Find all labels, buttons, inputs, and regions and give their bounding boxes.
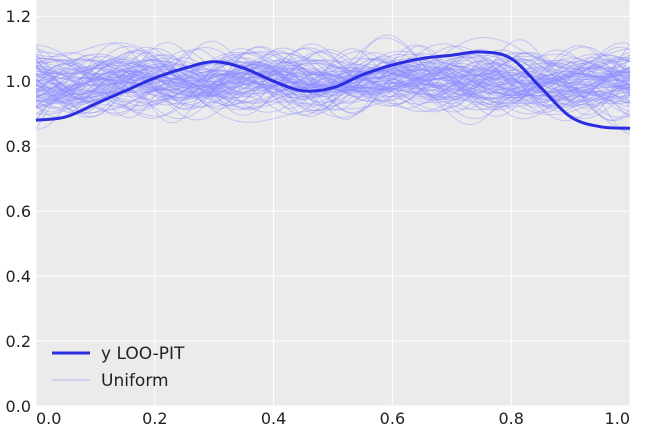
uniform-sample-line	[35, 48, 631, 120]
uniform-sample-line	[35, 55, 631, 112]
uniform-sample-line	[35, 54, 631, 121]
uniform-sample-line	[35, 37, 631, 123]
uniform-sample-line	[35, 58, 631, 103]
uniform-sample-line	[35, 60, 631, 118]
uniform-sample-line	[35, 62, 631, 105]
uniform-sample-line	[35, 73, 631, 108]
uniform-sample-line	[35, 48, 631, 119]
observed-curve-group	[35, 50, 631, 130]
plot-background	[36, 0, 630, 406]
uniform-sample-line	[35, 43, 631, 118]
uniform-sample-line	[35, 42, 631, 118]
uniform-sample-line	[35, 53, 631, 115]
uniform-sample-line	[35, 61, 631, 107]
uniform-sample-line	[35, 59, 631, 102]
x-tick-label: 0.4	[261, 409, 286, 428]
uniform-sample-line	[35, 55, 631, 113]
uniform-sample-line	[35, 62, 631, 104]
x-tick-label: 0.2	[142, 409, 167, 428]
x-tick-label: 0.8	[498, 409, 523, 428]
uniform-sample-line	[35, 45, 631, 104]
uniform-sample-line	[35, 67, 631, 100]
y-tick-label: 0.4	[6, 267, 31, 286]
uniform-sample-line	[35, 53, 631, 109]
uniform-sample-line	[35, 48, 631, 124]
uniform-sample-line	[35, 37, 631, 119]
uniform-sample-line	[35, 52, 631, 113]
uniform-sample-line	[35, 43, 631, 111]
uniform-sample-line	[35, 59, 631, 135]
uniform-sample-line	[35, 58, 631, 101]
legend-uniform-label: Uniform	[101, 371, 169, 391]
uniform-sample-line	[35, 61, 631, 115]
legend: y LOO-PIT Uniform	[52, 344, 185, 391]
uniform-sample-line	[35, 47, 631, 114]
uniform-sample-line	[35, 57, 631, 107]
x-tick-label: 0.0	[36, 409, 61, 428]
uniform-sample-line	[35, 52, 631, 107]
uniform-sample-line	[35, 74, 631, 104]
uniform-sample-line	[35, 57, 631, 96]
x-axis-ticks: 0.0 0.2 0.4 0.6 0.8 1.0	[36, 409, 630, 428]
uniform-sample-line	[35, 51, 631, 104]
uniform-sample-line	[35, 44, 631, 120]
uniform-sample-line	[35, 57, 631, 96]
uniform-sample-line	[35, 63, 631, 92]
uniform-sample-line	[35, 56, 631, 116]
uniform-sample-line	[35, 47, 631, 132]
uniform-sample-line	[35, 51, 631, 111]
uniform-sample-line	[35, 34, 631, 130]
uniform-sample-line	[35, 61, 631, 108]
uniform-sample-line	[35, 59, 631, 103]
uniform-sample-line	[35, 56, 631, 105]
y-tick-label: 0.8	[6, 137, 31, 156]
uniform-sample-line	[35, 64, 631, 109]
y-tick-label: 0.2	[6, 332, 31, 351]
uniform-sample-line	[35, 57, 631, 107]
y-tick-label: 0.0	[6, 397, 31, 416]
uniform-sample-line	[35, 60, 630, 106]
y-tick-label: 1.2	[6, 7, 31, 26]
observed-loo-pit-line	[35, 50, 631, 130]
uniform-sample-line	[35, 66, 631, 99]
uniform-sample-line	[35, 55, 631, 122]
x-tick-label: 1.0	[605, 409, 630, 428]
uniform-sample-line	[35, 39, 631, 116]
uniform-sample-line	[35, 42, 631, 101]
uniform-sample-line	[35, 59, 631, 105]
uniform-sample-line	[35, 67, 631, 91]
uniform-sample-line	[35, 56, 631, 111]
uniform-sample-line	[35, 48, 631, 112]
uniform-sample-line	[35, 50, 631, 116]
uniform-sample-line	[35, 48, 631, 112]
uniform-sample-line	[35, 57, 631, 97]
uniform-sample-line	[35, 58, 631, 108]
uniform-sample-line	[35, 65, 631, 103]
x-tick-label: 0.6	[380, 409, 405, 428]
uniform-sample-line	[35, 62, 631, 100]
uniform-sample-line	[35, 58, 631, 105]
uniform-sample-line	[35, 45, 631, 120]
uniform-sample-line	[35, 40, 631, 122]
grid-lines	[35, 0, 631, 407]
y-axis-ticks: 0.0 0.2 0.4 0.6 0.8 1.0 1.2	[6, 7, 31, 416]
uniform-sample-line	[35, 67, 631, 92]
uniform-sample-line	[35, 51, 631, 114]
y-tick-label: 0.6	[6, 202, 31, 221]
uniform-sample-line	[35, 68, 631, 103]
uniform-sample-line	[35, 67, 631, 94]
uniform-sample-line	[36, 70, 631, 102]
legend-observed-label: y LOO-PIT	[101, 344, 185, 364]
uniform-sample-line	[35, 59, 631, 107]
uniform-sample-line	[35, 46, 631, 109]
uniform-sample-line	[35, 59, 631, 111]
y-tick-label: 1.0	[6, 72, 31, 91]
uniform-sample-line	[35, 46, 631, 114]
uniform-sample-line	[36, 48, 631, 106]
uniform-sample-line	[35, 64, 631, 109]
uniform-sample-line	[35, 46, 631, 114]
